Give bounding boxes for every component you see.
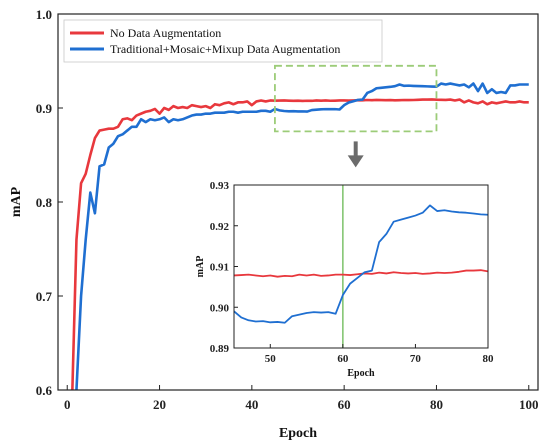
- zoom-region-box: [274, 64, 438, 133]
- main-plot: 0 20 40 60 80 100 0.6 0.7 0.8 0.9 1.0 Epoch mAP: [9, 7, 539, 441]
- x-axis-label: Epoch: [279, 426, 317, 441]
- inset-x-tick-label: 80: [483, 353, 495, 365]
- x-tick-label: 60: [338, 397, 351, 412]
- inset-background: [198, 172, 498, 382]
- x-tick-label: 80: [430, 397, 443, 412]
- legend: No Data Augmentation Traditional+Mosaic+M…: [63, 19, 383, 63]
- x-tick-label: 100: [519, 397, 539, 412]
- x-tick-label: 20: [153, 397, 166, 412]
- y-axis-label: mAP: [9, 186, 24, 217]
- inset-x-axis-label: Epoch: [347, 368, 375, 379]
- inset-y-tick-label: 0.92: [210, 221, 230, 233]
- main-series-line-augmentation: [75, 82, 529, 390]
- y-tick-label: 0.7: [36, 289, 53, 304]
- inset-plot: 50 60 70 80 0.89 0.90 0.91 0.92 0.93 Epoch mAP: [195, 172, 498, 382]
- inset-series-line-no-augmentation: [234, 269, 488, 278]
- legend-box: [63, 19, 383, 63]
- y-tick-label: 0.6: [36, 383, 53, 398]
- y-tick-label: 0.9: [36, 101, 53, 116]
- inset-x-tick-label: 70: [410, 353, 422, 365]
- y-tick-label: 0.8: [36, 195, 53, 210]
- zoom-arrow-head: [347, 155, 364, 168]
- main-series-line-no-augmentation: [71, 98, 529, 390]
- inset-y-tick-label: 0.91: [210, 262, 229, 274]
- inset-y-axis-label: mAP: [195, 256, 206, 278]
- legend-entry-label: Traditional+Mosaic+Mixup Data Augmentati…: [110, 42, 340, 56]
- inset-series-line-augmentation: [234, 204, 488, 324]
- inset-y-tick-label: 0.89: [210, 343, 230, 355]
- inset-x-tick-label: 60: [337, 353, 349, 365]
- zoom-indicator: [274, 64, 438, 168]
- inset-x-tick-label: 50: [265, 353, 277, 365]
- x-tick-label: 0: [64, 397, 71, 412]
- y-tick-label: 1.0: [36, 7, 52, 22]
- inset-y-tick-label: 0.90: [210, 302, 230, 314]
- legend-entry-label: No Data Augmentation: [110, 26, 221, 40]
- inset-y-tick-label: 0.93: [210, 180, 230, 192]
- x-tick-label: 40: [245, 397, 258, 412]
